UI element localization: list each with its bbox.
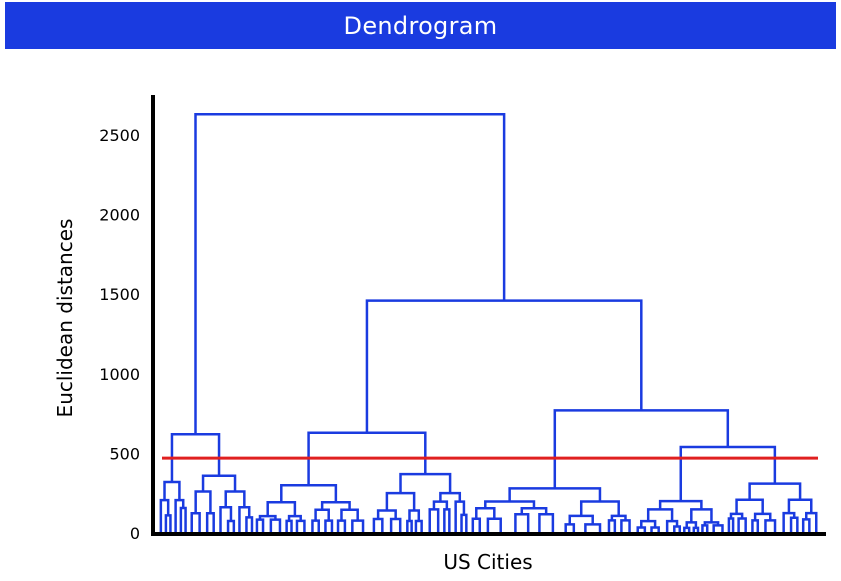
dendrogram-link (801, 518, 811, 533)
dendrogram-link (280, 483, 338, 503)
dendrogram-link (683, 526, 691, 533)
dendrogram-link (443, 508, 451, 533)
y-tick-label: 1500 (99, 285, 140, 304)
dendrogram-link (782, 511, 796, 533)
dendrogram-link (269, 518, 282, 533)
chart-title: Dendrogram (343, 11, 498, 40)
dendrogram-link (584, 523, 602, 533)
dendrogram-link (538, 513, 555, 533)
dendrogram-link (295, 519, 306, 533)
dendrogram-link (737, 517, 747, 533)
dendrogram-link (351, 519, 365, 533)
dendrogram-link (238, 506, 251, 533)
dendrogram-link (620, 519, 631, 533)
dendrogram-link (679, 445, 777, 502)
dendrogram-link (564, 523, 576, 533)
dendrogram-link (690, 508, 713, 523)
dendrogram-link (789, 516, 799, 533)
dendrogram-link (712, 524, 724, 533)
y-ticks: 0 500 1000 1500 2000 2500 (99, 126, 140, 543)
dendrogram-link (475, 506, 496, 519)
dendrogram-link (194, 113, 506, 435)
dendrogram-link (372, 517, 384, 533)
dendrogram-link (454, 500, 466, 533)
dendrogram-link (646, 508, 674, 522)
dendrogram-link (703, 521, 720, 526)
dendrogram-link (385, 491, 416, 511)
dendrogram-link (255, 518, 265, 533)
dendrogram-link (285, 519, 293, 533)
dendrogram-link (764, 519, 777, 533)
dendrogram-link (324, 519, 334, 533)
dendrogram-link (432, 500, 449, 510)
dendrogram-link (735, 498, 764, 514)
dendrogram-link (673, 525, 682, 533)
dendrogram-link (226, 519, 236, 533)
dendrogram-link (428, 508, 440, 533)
y-axis-label: Euclidean distances (53, 219, 77, 418)
y-tick-label: 1000 (99, 365, 140, 384)
dendrogram-link (365, 299, 643, 433)
dendrogram-link (486, 517, 502, 533)
y-tick-label: 500 (109, 444, 140, 463)
dendrogram-link (484, 500, 536, 509)
dendrogram-link (311, 519, 320, 533)
dendrogram-link (201, 474, 237, 492)
dendrogram-link (751, 519, 760, 533)
dendrogram-link (439, 491, 462, 502)
dendrogram-link (340, 508, 359, 521)
dendrogram-link (163, 480, 181, 501)
dendrogram-link (508, 487, 602, 502)
dendrogram-link (748, 482, 802, 500)
dendrogram-link (568, 514, 594, 525)
dendrogram-link (389, 517, 402, 533)
dendrogram-link (205, 511, 215, 533)
dendrogram-link (399, 472, 452, 494)
y-tick-label: 2000 (99, 206, 140, 225)
dendrogram-link (164, 514, 172, 533)
y-tick-label: 2500 (99, 126, 140, 145)
dendrogram-link (685, 521, 698, 528)
dendrogram-link (224, 490, 246, 508)
dendrogram-link (607, 519, 617, 533)
dendrogram-link (266, 501, 297, 517)
dendrogram-link (406, 519, 413, 533)
dendrogram-link (314, 508, 330, 521)
dendrogram-link (692, 526, 700, 533)
dendrogram-tree (159, 113, 818, 533)
dendrogram-link (408, 509, 421, 522)
dendrogram-link (787, 498, 813, 514)
dendrogram-link (336, 519, 347, 533)
dendrogram-link (471, 517, 482, 533)
dendrogram-link (320, 501, 351, 510)
dendrogram-link (805, 511, 818, 533)
dendrogram-link (179, 506, 187, 533)
title-bar: Dendrogram (5, 2, 836, 49)
dendrogram-link (636, 526, 647, 533)
dendrogram-link (514, 513, 530, 533)
dendrogram-link (190, 511, 201, 533)
dendrogram-link (376, 509, 397, 519)
dendrogram-link (194, 490, 212, 514)
dendrogram-link (650, 526, 660, 533)
dendrogram-link (414, 519, 423, 533)
dendrogram-link (553, 409, 730, 489)
dendrogram-link (579, 500, 620, 516)
dendrogram-link (460, 513, 468, 533)
dendrogram-link (245, 516, 254, 533)
y-tick-label: 0 (130, 524, 140, 543)
dendrogram-link (701, 524, 709, 533)
dendrogram-link (727, 517, 735, 533)
x-axis-label: US Cities (443, 550, 532, 574)
